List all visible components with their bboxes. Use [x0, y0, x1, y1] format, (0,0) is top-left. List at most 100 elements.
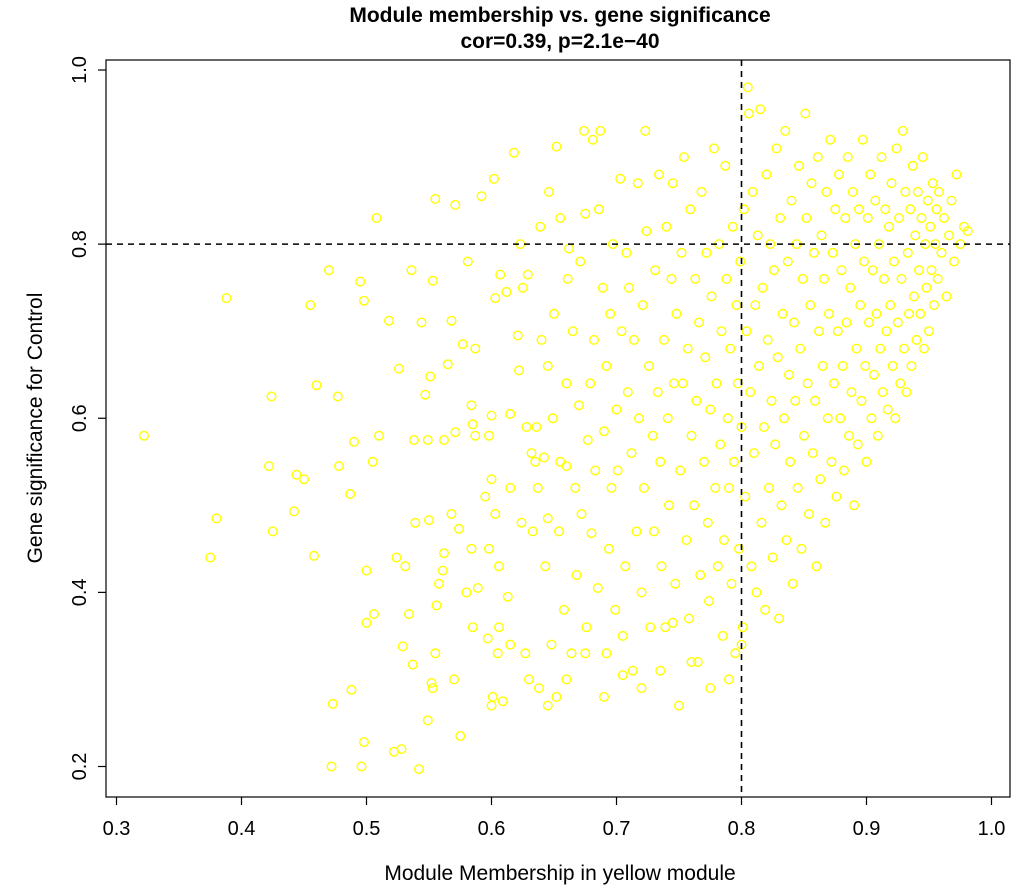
data-point	[742, 82, 753, 93]
data-point	[427, 683, 438, 694]
data-point	[696, 186, 707, 197]
data-point	[679, 152, 690, 163]
data-point	[836, 265, 847, 276]
data-point	[854, 204, 865, 215]
data-point	[807, 448, 818, 459]
data-point	[737, 622, 748, 633]
x-tick-label: 0.4	[228, 818, 256, 840]
data-point	[289, 506, 300, 517]
data-point	[764, 482, 775, 493]
data-point	[466, 400, 477, 411]
data-point	[355, 276, 366, 287]
data-point	[725, 343, 736, 354]
data-point	[637, 300, 648, 311]
data-point	[685, 204, 696, 215]
data-point	[914, 265, 925, 276]
data-point	[906, 361, 917, 372]
data-point	[427, 275, 438, 286]
data-point	[769, 265, 780, 276]
data-point	[667, 617, 678, 628]
data-point	[825, 134, 836, 145]
data-point	[595, 125, 606, 136]
data-point	[592, 583, 603, 594]
data-point	[551, 141, 562, 152]
x-tick-label: 0.3	[103, 818, 131, 840]
data-point	[346, 684, 357, 695]
data-point	[814, 326, 825, 337]
data-point	[800, 108, 811, 119]
data-point	[922, 195, 933, 206]
data-point	[606, 482, 617, 493]
data-point	[494, 561, 505, 572]
data-point	[505, 408, 516, 419]
data-point	[712, 561, 723, 572]
data-point	[305, 300, 316, 311]
data-point	[869, 369, 880, 380]
data-point	[872, 430, 883, 441]
data-point	[852, 439, 863, 450]
data-point	[487, 691, 498, 702]
data-point	[731, 300, 742, 311]
data-point	[437, 565, 448, 576]
data-point	[916, 212, 927, 223]
data-point	[532, 482, 543, 493]
data-point	[400, 561, 411, 572]
data-point	[890, 413, 901, 424]
data-point	[849, 500, 860, 511]
data-point	[894, 212, 905, 223]
data-point	[590, 465, 601, 476]
data-point	[866, 413, 877, 424]
data-point	[870, 195, 881, 206]
data-point	[762, 334, 773, 345]
data-point	[684, 613, 695, 624]
data-point	[817, 361, 828, 372]
data-point	[616, 326, 627, 337]
data-point	[659, 334, 670, 345]
chart-subtitle: cor=0.39, p=2.1e−40	[460, 30, 659, 53]
data-point	[655, 456, 666, 467]
data-point	[674, 700, 685, 711]
data-point	[840, 212, 851, 223]
data-point	[796, 543, 807, 554]
data-point	[741, 326, 752, 337]
data-point	[462, 256, 473, 267]
data-point	[466, 543, 477, 554]
data-point	[564, 243, 575, 254]
data-point	[514, 365, 525, 376]
data-point	[927, 178, 938, 189]
data-point	[926, 265, 937, 276]
data-point	[716, 326, 727, 337]
data-point	[486, 410, 497, 421]
data-point	[480, 491, 491, 502]
data-point	[675, 465, 686, 476]
x-axis-label: Module Membership in yellow module	[384, 862, 735, 885]
data-point	[771, 143, 782, 154]
data-point	[784, 369, 795, 380]
data-point	[622, 387, 633, 398]
data-point	[885, 300, 896, 311]
data-point	[704, 596, 715, 607]
data-point	[700, 352, 711, 363]
data-point	[809, 247, 820, 258]
data-point	[787, 578, 798, 589]
data-point	[747, 186, 758, 197]
data-point	[744, 108, 755, 119]
data-point	[655, 665, 666, 676]
data-point	[605, 308, 616, 319]
data-point	[889, 256, 900, 267]
data-point	[851, 343, 862, 354]
data-point	[781, 535, 792, 546]
x-tick-label: 0.5	[353, 818, 381, 840]
data-point	[566, 648, 577, 659]
chart-title: Module membership vs. gene significance	[349, 4, 770, 27]
data-point	[880, 204, 891, 215]
data-point	[410, 517, 421, 528]
data-point	[559, 604, 570, 615]
data-point	[782, 256, 793, 267]
data-point	[811, 561, 822, 572]
data-point	[785, 456, 796, 467]
data-point	[774, 613, 785, 624]
data-point	[824, 308, 835, 319]
data-point	[371, 212, 382, 223]
data-point	[425, 371, 436, 382]
